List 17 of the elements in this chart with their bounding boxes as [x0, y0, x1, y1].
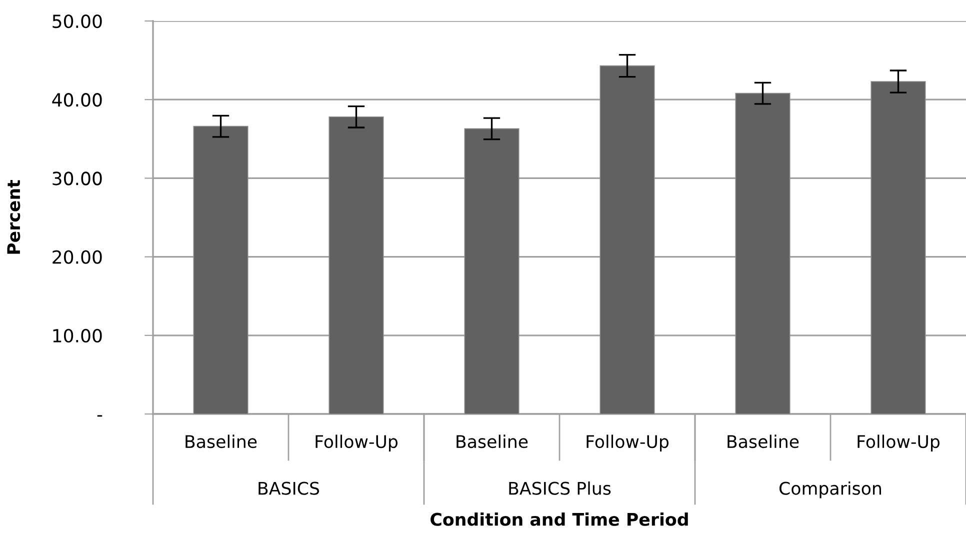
- y-tick-label: 50.00: [52, 14, 102, 28]
- y-axis-title: Percent: [7, 180, 20, 254]
- x-tick-label: Baseline: [728, 434, 799, 448]
- y-tick-label: -: [97, 415, 102, 417]
- x-tick-label: Baseline: [456, 434, 528, 448]
- x-axis-title: Condition and Time Period: [430, 512, 688, 526]
- x-tick-label: Follow-Up: [858, 434, 940, 452]
- y-tick-label: 20.00: [52, 250, 102, 264]
- y-tick-label: 40.00: [52, 93, 102, 107]
- text: Comparison: [780, 481, 881, 498]
- y-tick-label: 10.00: [53, 328, 102, 343]
- y-tick-label: 30.00: [52, 172, 102, 186]
- text: BASICS Plus: [509, 481, 611, 495]
- x-tick-label: Baseline: [186, 434, 257, 448]
- text: BASICS: [258, 482, 320, 495]
- x-tick-label: Follow-Up: [586, 434, 669, 452]
- x-tick-label: Follow-Up: [316, 434, 398, 452]
